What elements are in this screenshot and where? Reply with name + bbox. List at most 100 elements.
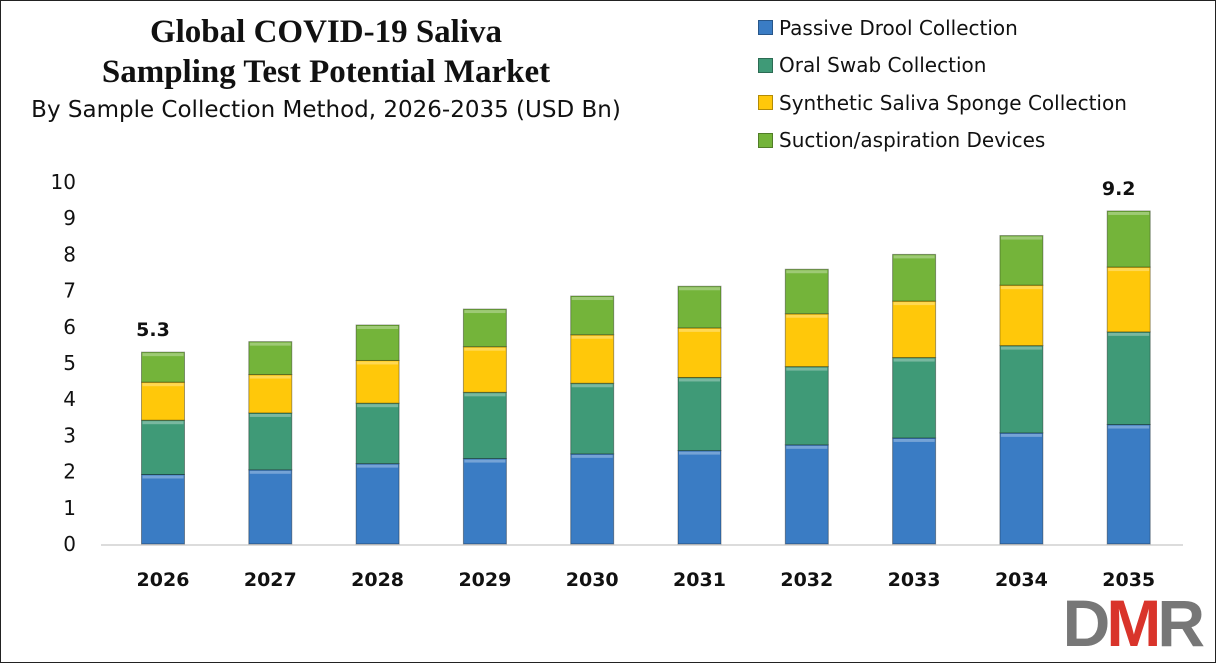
bar-segment [462, 458, 507, 545]
bar-segment [677, 376, 722, 452]
bar-segment-highlight [357, 361, 399, 365]
bar-segment-highlight [1108, 425, 1150, 429]
bar-segment-highlight [357, 325, 399, 329]
y-tick-label: 5 [63, 351, 76, 375]
bar-segment-highlight [893, 302, 935, 306]
bar-segment [784, 268, 829, 315]
bar-segment-highlight [1000, 346, 1042, 350]
legend-item: Suction/aspiration Devices [758, 122, 1127, 160]
bar-segment [892, 253, 937, 302]
bar-segment-highlight [142, 475, 184, 479]
x-tick-label: 2035 [1102, 569, 1155, 591]
bar-segment [248, 374, 293, 414]
legend-swatch [758, 132, 773, 148]
legend-label: Suction/aspiration Devices [779, 128, 1046, 153]
legend-label: Oral Swab Collection [779, 53, 987, 78]
bar-segment-highlight [786, 270, 828, 274]
bar-segment [141, 381, 185, 421]
x-tick-label: 2031 [673, 569, 726, 591]
bar-segment-highlight [464, 310, 506, 314]
y-tick-label: 2 [63, 460, 76, 484]
legend-swatch [758, 20, 773, 36]
bar-segment-highlight [249, 342, 291, 346]
chart-title-line-2: Sampling Test Potential Market [101, 54, 551, 90]
bar-segment-highlight [786, 445, 828, 449]
bar-segment [570, 453, 615, 545]
bar-segment-highlight [571, 384, 613, 388]
bar-segment [248, 412, 293, 471]
bar-segment [677, 285, 722, 329]
bar-segment-highlight [679, 451, 720, 455]
bar-segment [999, 235, 1044, 286]
bar-segment [892, 300, 937, 359]
bar-segment-highlight [679, 287, 720, 291]
x-tick-label: 2028 [351, 569, 404, 591]
bar-segment-highlight [1000, 236, 1042, 240]
bar-segment [999, 284, 1044, 347]
legend-item: Oral Swab Collection [758, 47, 1127, 85]
y-tick-label: 8 [63, 242, 76, 266]
bar-segment [1106, 266, 1151, 333]
bar-segment-highlight [249, 375, 291, 379]
bar-segment [677, 450, 722, 545]
bar-segment-highlight [679, 378, 720, 382]
legend-item: Synthetic Saliva Sponge Collection [758, 84, 1127, 122]
bar-segment [999, 432, 1044, 545]
bar-segment [355, 359, 400, 404]
y-tick-label: 10 [51, 170, 76, 194]
bar-segment-highlight [249, 470, 291, 474]
x-tick-label: 2034 [995, 569, 1048, 591]
bar-segment-highlight [1000, 433, 1042, 437]
x-tick-label: 2029 [458, 569, 511, 591]
bar-segment-highlight [142, 353, 184, 357]
x-tick-label: 2026 [137, 569, 190, 591]
legend-swatch [758, 57, 773, 73]
bar-segment-highlight [893, 255, 935, 259]
legend-swatch [758, 95, 773, 111]
data-label: 9.2 [1102, 178, 1136, 200]
y-tick-label: 9 [63, 206, 76, 230]
y-tick-label: 1 [63, 496, 76, 520]
legend-item: Passive Drool Collection [758, 9, 1127, 47]
x-tick-label: 2032 [780, 569, 833, 591]
bar-segment [141, 419, 185, 475]
bar-segment [999, 345, 1044, 434]
bar-segment [141, 351, 185, 383]
bar-segment-highlight [1000, 286, 1042, 290]
bar-segment [462, 346, 507, 393]
bar-segment-highlight [142, 383, 184, 387]
bar-segment-highlight [786, 367, 828, 371]
bar-segment-highlight [464, 347, 506, 351]
bar-segment-highlight [571, 454, 613, 458]
bar-segment-highlight [357, 464, 399, 468]
bar-segment-highlight [464, 393, 506, 397]
bar-segment [570, 382, 615, 455]
chart-subtitle: By Sample Collection Method, 2026-2035 (… [31, 97, 621, 123]
bar-segment [462, 308, 507, 348]
chart-title-line-1: Global COVID-19 Saliva [149, 14, 503, 50]
bar-segment [784, 313, 829, 368]
bar-segment [784, 366, 829, 446]
bar-segment-highlight [786, 314, 828, 318]
legend-label: Passive Drool Collection [779, 15, 1018, 40]
bar-segment [355, 402, 400, 465]
x-tick-label: 2033 [888, 569, 941, 591]
bar-segment-highlight [893, 438, 935, 442]
legend-label: Synthetic Saliva Sponge Collection [779, 90, 1127, 115]
bar-segment-highlight [1108, 211, 1150, 215]
bar-segment-highlight [571, 297, 613, 301]
y-tick-label: 0 [63, 532, 76, 556]
bar-segment-highlight [464, 459, 506, 463]
x-tick-label: 2030 [566, 569, 619, 591]
bar-segment [677, 327, 722, 378]
x-tick-label: 2027 [244, 569, 297, 591]
bar-segment [355, 463, 400, 545]
bar-segment-highlight [679, 328, 720, 332]
bar-segment [892, 357, 937, 439]
bar-segment [570, 334, 615, 384]
bar-segment-highlight [249, 413, 291, 417]
bar-segment [1106, 210, 1151, 268]
y-tick-label: 6 [63, 315, 76, 339]
